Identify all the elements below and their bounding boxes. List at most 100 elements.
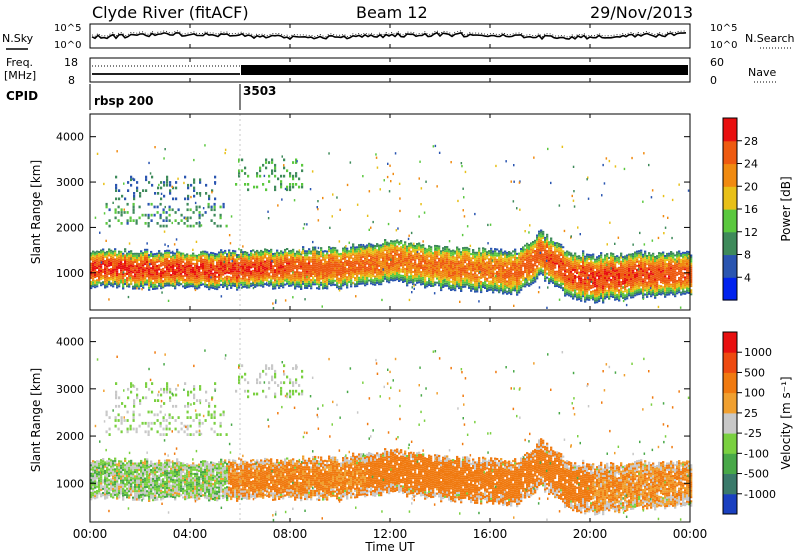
power-cell	[556, 285, 559, 287]
power-cell	[122, 269, 125, 272]
power-cell	[330, 274, 333, 276]
power-cell	[460, 259, 463, 262]
power-cell	[154, 261, 157, 264]
power-cell	[378, 273, 381, 275]
power-cell	[96, 258, 99, 261]
power-cell	[590, 272, 593, 275]
power-cell	[464, 269, 467, 272]
power-cell	[476, 255, 479, 258]
power-cell	[578, 271, 581, 274]
power-cell	[198, 260, 201, 262]
power-cell	[426, 271, 429, 273]
power-cell	[616, 298, 619, 301]
power-cell	[248, 264, 251, 266]
power-cell	[596, 291, 599, 293]
power-cell	[230, 258, 233, 261]
power-cell	[582, 280, 585, 283]
power-cell	[506, 262, 509, 265]
power-cell	[140, 285, 143, 287]
power-cell	[204, 277, 207, 280]
power-cell	[630, 274, 633, 276]
power-cell	[626, 275, 629, 277]
power-cell	[138, 265, 141, 268]
power-cell	[482, 265, 485, 268]
power-cell	[168, 264, 171, 267]
power-cell	[492, 285, 495, 288]
power-cell	[356, 254, 359, 257]
power-cell	[550, 257, 553, 260]
power-cell	[490, 262, 493, 265]
power-cell	[396, 257, 399, 260]
power-cell	[164, 284, 167, 287]
power-cell	[208, 263, 211, 266]
power-cell	[296, 260, 299, 263]
power-cell	[108, 260, 111, 263]
power-cell	[246, 270, 249, 273]
power-cell	[414, 251, 417, 254]
power-cell	[476, 268, 479, 271]
power-cell	[292, 256, 295, 259]
power-cell	[366, 277, 369, 279]
power-cell	[510, 256, 513, 259]
power-cell	[182, 254, 185, 257]
power-cell	[630, 257, 633, 260]
power-cell	[370, 262, 373, 264]
power-cell	[222, 265, 225, 268]
power-cell	[380, 254, 383, 257]
power-cell	[122, 275, 125, 278]
power-cell	[490, 264, 493, 267]
power-cell	[424, 255, 427, 258]
power-cell	[366, 248, 369, 251]
power-cell	[100, 265, 103, 268]
power-cell	[118, 281, 121, 284]
power-cell	[534, 274, 537, 277]
power-cell	[614, 292, 617, 295]
power-cell	[504, 283, 507, 286]
power-cell	[250, 272, 253, 275]
power-cell	[426, 273, 429, 275]
power-cell	[562, 256, 565, 259]
power-cell	[286, 262, 289, 265]
power-cell	[376, 245, 379, 248]
power-cell	[600, 293, 603, 295]
power-cell	[416, 267, 419, 270]
power-cell	[542, 249, 545, 252]
power-cell	[396, 270, 399, 272]
power-cell	[210, 258, 213, 260]
power-cell	[330, 284, 333, 287]
power-cell	[242, 275, 245, 278]
power-cell	[346, 268, 349, 271]
power-cell	[476, 251, 479, 254]
power-cell	[372, 271, 375, 273]
power-cell	[134, 279, 137, 282]
power-cell	[266, 261, 269, 264]
power-cell	[620, 295, 623, 298]
power-cell	[194, 266, 197, 269]
power-cell	[340, 261, 343, 263]
power-cell	[406, 284, 409, 287]
power-cell	[510, 258, 513, 261]
power-cell	[436, 261, 439, 264]
power-cell	[576, 292, 579, 295]
power-cell	[176, 267, 179, 270]
power-cell	[554, 281, 557, 283]
power-cell	[310, 283, 313, 286]
power-cell	[326, 285, 329, 288]
power-cell	[562, 287, 565, 290]
power-cell	[298, 259, 301, 262]
power-cell	[452, 282, 455, 285]
power-cell	[530, 264, 533, 267]
power-cell	[500, 285, 503, 288]
power-cell	[270, 275, 273, 278]
power-cell	[168, 249, 171, 252]
power-cell	[592, 298, 595, 301]
power-cell	[156, 279, 159, 282]
power-cell	[258, 261, 261, 264]
power-cell	[136, 279, 139, 282]
power-cell	[500, 277, 503, 280]
power-cell	[132, 263, 135, 266]
cpid-entry-1: 3503	[243, 84, 276, 98]
power-cell	[360, 272, 363, 275]
power-cell	[532, 269, 535, 272]
power-cell	[440, 274, 443, 277]
